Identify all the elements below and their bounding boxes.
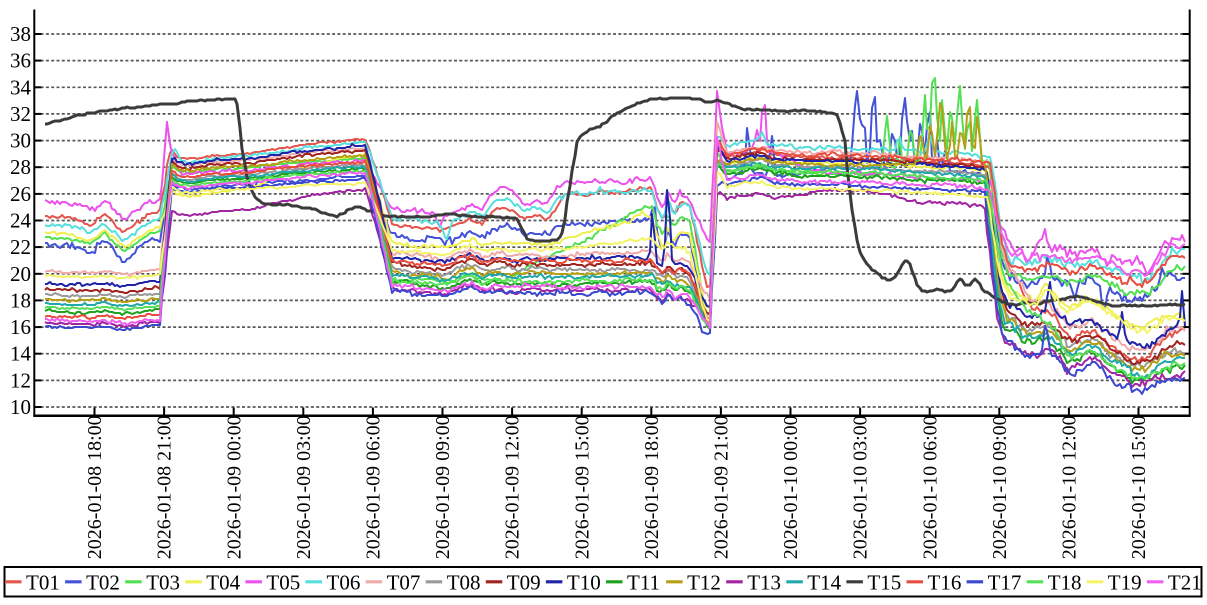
svg-text:T09: T09	[507, 571, 541, 595]
svg-text:2026-01-09 09:00: 2026-01-09 09:00	[432, 415, 454, 559]
svg-text:T14: T14	[807, 571, 841, 595]
svg-text:34: 34	[10, 75, 32, 99]
svg-text:2026-01-10 12:00: 2026-01-10 12:00	[1059, 415, 1081, 559]
svg-text:2026-01-09 18:00: 2026-01-09 18:00	[641, 415, 663, 559]
svg-text:2026-01-08 21:00: 2026-01-08 21:00	[154, 415, 176, 559]
svg-text:T08: T08	[447, 571, 481, 595]
svg-text:30: 30	[10, 129, 31, 153]
svg-text:T05: T05	[266, 571, 300, 595]
svg-text:2026-01-09 15:00: 2026-01-09 15:00	[571, 415, 593, 559]
svg-text:2026-01-08 18:00: 2026-01-08 18:00	[84, 415, 106, 559]
svg-text:2026-01-09 12:00: 2026-01-09 12:00	[502, 415, 524, 559]
svg-text:36: 36	[10, 49, 31, 73]
svg-text:T12: T12	[687, 571, 721, 595]
svg-text:18: 18	[10, 288, 31, 312]
svg-text:26: 26	[10, 182, 31, 206]
svg-text:T15: T15	[867, 571, 901, 595]
svg-text:2026-01-09 21:00: 2026-01-09 21:00	[711, 415, 733, 559]
svg-text:2026-01-10 09:00: 2026-01-10 09:00	[989, 415, 1011, 559]
svg-text:24: 24	[10, 209, 32, 233]
svg-text:T10: T10	[567, 571, 601, 595]
svg-text:2026-01-10 03:00: 2026-01-10 03:00	[850, 415, 872, 559]
svg-text:2026-01-09 06:00: 2026-01-09 06:00	[363, 415, 385, 559]
svg-text:T06: T06	[327, 571, 361, 595]
svg-text:T07: T07	[387, 571, 421, 595]
svg-text:2026-01-09 03:00: 2026-01-09 03:00	[293, 415, 315, 559]
svg-text:12: 12	[10, 368, 31, 392]
svg-text:14: 14	[10, 342, 32, 366]
svg-text:22: 22	[10, 235, 31, 259]
svg-text:2026-01-10 06:00: 2026-01-10 06:00	[919, 415, 941, 559]
svg-text:10: 10	[10, 395, 31, 419]
svg-text:T18: T18	[1048, 571, 1082, 595]
svg-text:2026-01-09 00:00: 2026-01-09 00:00	[223, 415, 245, 559]
svg-text:T03: T03	[146, 571, 180, 595]
svg-text:32: 32	[10, 102, 31, 126]
svg-text:38: 38	[10, 22, 31, 46]
svg-text:28: 28	[10, 155, 31, 179]
svg-text:T13: T13	[747, 571, 781, 595]
svg-text:20: 20	[10, 262, 31, 286]
svg-text:T01: T01	[26, 571, 60, 595]
svg-text:T04: T04	[206, 571, 240, 595]
svg-text:16: 16	[10, 315, 31, 339]
svg-text:T16: T16	[928, 571, 962, 595]
svg-text:T21: T21	[1168, 571, 1202, 595]
svg-text:T11: T11	[627, 571, 660, 595]
svg-text:2026-01-10 00:00: 2026-01-10 00:00	[780, 415, 802, 559]
svg-text:T02: T02	[86, 571, 120, 595]
svg-text:T17: T17	[988, 571, 1022, 595]
svg-text:T19: T19	[1108, 571, 1142, 595]
svg-text:2026-01-10 15:00: 2026-01-10 15:00	[1128, 415, 1150, 559]
